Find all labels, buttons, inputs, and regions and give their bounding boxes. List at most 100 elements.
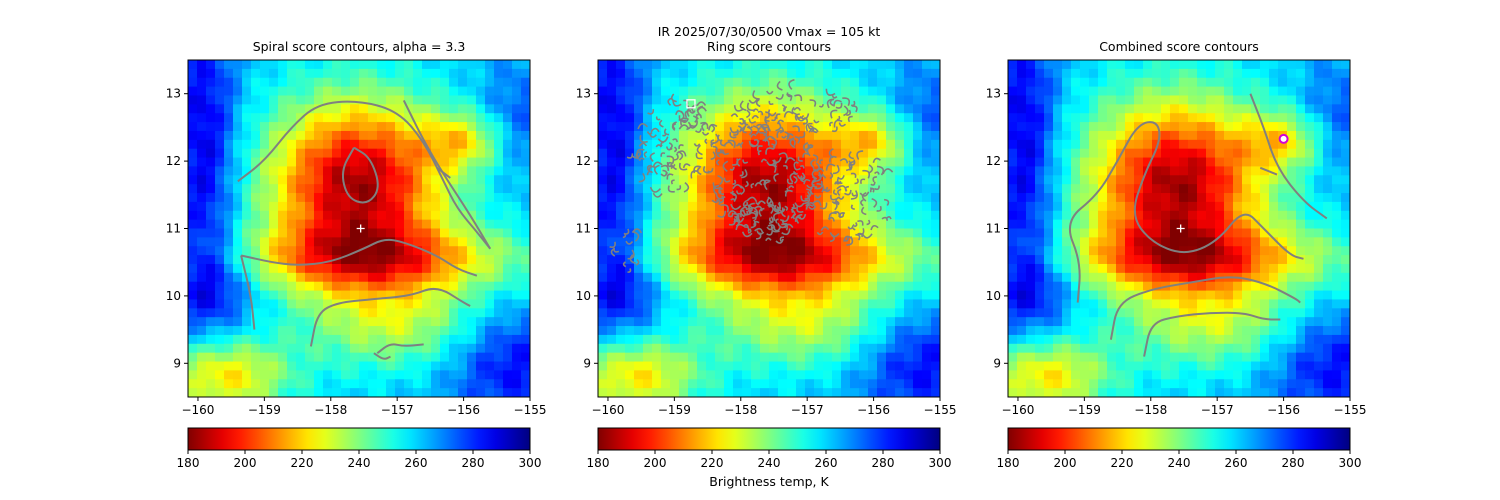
ring-contour-segment (744, 201, 749, 207)
heatmap-cell (377, 193, 387, 203)
heatmap-cell (859, 272, 869, 283)
heatmap-cell (1116, 86, 1126, 97)
heatmap-cell (760, 343, 770, 354)
heatmap-cell (287, 281, 297, 292)
heatmap-cell (485, 263, 495, 274)
heatmap-cell (215, 130, 225, 141)
heatmap-cell (404, 201, 414, 212)
ring-contour-segment (702, 165, 710, 174)
heatmap-cell (296, 326, 306, 336)
heatmap-cell (742, 263, 752, 274)
heatmap-cell (1161, 157, 1171, 168)
heatmap-cell (233, 86, 243, 97)
heatmap-cell (323, 228, 333, 238)
y-tick-label: 12 (576, 154, 591, 168)
heatmap-cell (1233, 68, 1243, 79)
heatmap-cell (368, 148, 378, 159)
heatmap-cell (634, 299, 644, 309)
heatmap-cell (512, 157, 522, 168)
heatmap-cell (1278, 139, 1288, 150)
heatmap-cell (832, 388, 842, 397)
ring-contour-segment (711, 197, 720, 204)
heatmap-cell (1197, 361, 1207, 371)
heatmap-cell (458, 219, 468, 230)
heatmap-cell (598, 193, 608, 203)
heatmap-cell (670, 299, 680, 309)
heatmap-cell (278, 175, 288, 185)
heatmap-cell (431, 388, 441, 397)
heatmap-cell (1197, 263, 1207, 274)
heatmap-cell (886, 237, 896, 247)
heatmap-cell (233, 370, 243, 380)
heatmap-cell (859, 184, 869, 194)
heatmap-cell (1152, 86, 1162, 97)
heatmap-cell (877, 272, 887, 283)
heatmap-cell (769, 370, 779, 380)
heatmap-cell (652, 361, 662, 371)
heatmap-cell (661, 343, 671, 354)
ring-contour-segment (825, 88, 836, 96)
x-tick-label: −155 (1334, 403, 1367, 417)
heatmap-cell (1323, 95, 1333, 105)
heatmap-cell (269, 352, 279, 363)
heatmap-cell (1026, 246, 1036, 256)
heatmap-cell (503, 184, 513, 194)
heatmap-cell (1107, 113, 1117, 123)
heatmap-cell (314, 379, 324, 389)
heatmap-cell (1143, 290, 1153, 301)
brightness-temp-heatmap (188, 60, 530, 397)
heatmap-cell (188, 361, 198, 371)
heatmap-cell (1134, 326, 1144, 336)
heatmap-cell (314, 370, 324, 380)
heatmap-cell (1179, 122, 1189, 132)
heatmap-cell (1125, 77, 1135, 88)
heatmap-cell (1080, 95, 1090, 105)
ring-contour-segment (719, 139, 726, 147)
heatmap-cell (386, 228, 396, 238)
heatmap-cell (386, 219, 396, 230)
heatmap-cell (1287, 370, 1297, 380)
heatmap-cell (1215, 184, 1225, 194)
colorbar-tick-label: 300 (929, 456, 952, 470)
heatmap-cell (449, 193, 459, 203)
heatmap-cell (643, 86, 653, 97)
heatmap-cell (1026, 175, 1036, 185)
heatmap-cell (314, 210, 324, 221)
heatmap-cell (1044, 77, 1054, 88)
ring-contour-segment (851, 100, 856, 107)
heatmap-cell (1161, 317, 1171, 327)
heatmap-cell (1017, 263, 1027, 274)
heatmap-cell (1224, 210, 1234, 221)
heatmap-cell (1215, 255, 1225, 265)
heatmap-cell (931, 68, 940, 79)
ring-contour-segment (704, 138, 708, 145)
heatmap-cell (859, 308, 869, 318)
heatmap-cell (742, 60, 752, 70)
heatmap-cell (1044, 139, 1054, 150)
ring-contour-segment (767, 196, 772, 205)
heatmap-cell (607, 352, 617, 363)
heatmap-cell (832, 166, 842, 176)
heatmap-cell (1008, 388, 1018, 397)
ring-contour-segment (776, 206, 781, 213)
heatmap-cell (769, 148, 779, 159)
heatmap-cell (1026, 388, 1036, 397)
ring-contour-segment (784, 189, 793, 197)
heatmap-cell (1170, 272, 1180, 283)
heatmap-cell (278, 139, 288, 150)
heatmap-cell (715, 95, 725, 105)
heatmap-cell (278, 299, 288, 309)
heatmap-cell (1224, 352, 1234, 363)
heatmap-cell (1170, 86, 1180, 97)
heatmap-cell (458, 281, 468, 292)
heatmap-cell (841, 370, 851, 380)
contour-line (376, 343, 424, 354)
heatmap-cell (1089, 201, 1099, 212)
ring-contour-segment (764, 109, 771, 114)
heatmap-cell (904, 272, 914, 283)
heatmap-cell (1224, 175, 1234, 185)
heatmap-cell (233, 130, 243, 141)
heatmap-cell (1251, 255, 1261, 265)
heatmap-cell (377, 210, 387, 221)
heatmap-cell (760, 201, 770, 212)
